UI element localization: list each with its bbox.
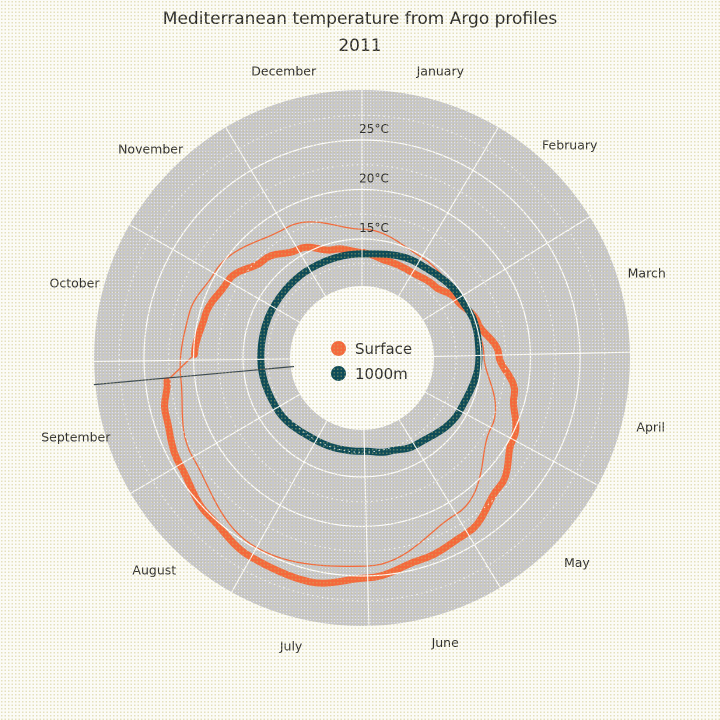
month-label-april: April bbox=[636, 420, 665, 435]
legend-item-surface[interactable]: Surface bbox=[331, 336, 412, 361]
month-label-june: June bbox=[431, 635, 460, 650]
month-label-march: March bbox=[628, 266, 666, 281]
chart-subtitle-year: 2011 bbox=[338, 36, 382, 56]
month-label-december: December bbox=[251, 64, 317, 79]
deep-legend-dot-icon bbox=[331, 366, 346, 381]
surface-gap-connector bbox=[166, 353, 195, 382]
angular-gridline bbox=[129, 224, 300, 323]
center-hole bbox=[290, 286, 434, 430]
month-label-july: July bbox=[279, 638, 303, 653]
radial-gridline-minor bbox=[217, 213, 507, 503]
radial-tick-label-20: 20°C bbox=[359, 172, 389, 186]
month-label-may: May bbox=[564, 555, 590, 570]
legend-item-1000m[interactable]: 1000m bbox=[331, 361, 412, 386]
month-label-january: January bbox=[416, 64, 465, 79]
surface-legend-dot-icon bbox=[331, 341, 346, 356]
angular-gridline bbox=[231, 420, 328, 593]
radial-tick-label-25: 25°C bbox=[359, 122, 389, 136]
radial-gridline-minor bbox=[267, 263, 457, 453]
angular-gridline bbox=[398, 419, 501, 588]
deep-1000m-trace[interactable] bbox=[257, 250, 483, 456]
radial-tick-label-15: 15°C bbox=[359, 221, 389, 235]
chart-legend: Surface 1000m bbox=[331, 336, 412, 386]
page-title: Mediterranean temperature from Argo prof… bbox=[162, 9, 558, 29]
month-label-october: October bbox=[49, 275, 100, 290]
legend-label-surface: Surface bbox=[355, 339, 413, 358]
angular-gridline bbox=[433, 351, 630, 358]
month-label-august: August bbox=[132, 562, 176, 577]
angular-gridline bbox=[422, 216, 591, 321]
month-label-september: September bbox=[41, 430, 111, 445]
legend-label-1000m: 1000m bbox=[355, 364, 408, 383]
polar-grid bbox=[94, 90, 630, 626]
spike-artifact-line bbox=[93, 365, 295, 386]
angular-gridline bbox=[363, 429, 370, 626]
surface-trace[interactable] bbox=[160, 243, 520, 587]
spike-line bbox=[93, 365, 295, 386]
angular-gridline bbox=[130, 393, 301, 494]
angular-gridline bbox=[425, 391, 599, 486]
axis-labels: January February March April May June July Augu… bbox=[41, 64, 666, 654]
angular-gridline bbox=[398, 126, 499, 297]
radial-gridline-minor bbox=[118, 114, 606, 602]
month-label-february: February bbox=[542, 138, 598, 153]
angular-gridline bbox=[94, 358, 291, 363]
month-label-november: November bbox=[118, 141, 184, 156]
angular-gridline bbox=[225, 126, 326, 297]
